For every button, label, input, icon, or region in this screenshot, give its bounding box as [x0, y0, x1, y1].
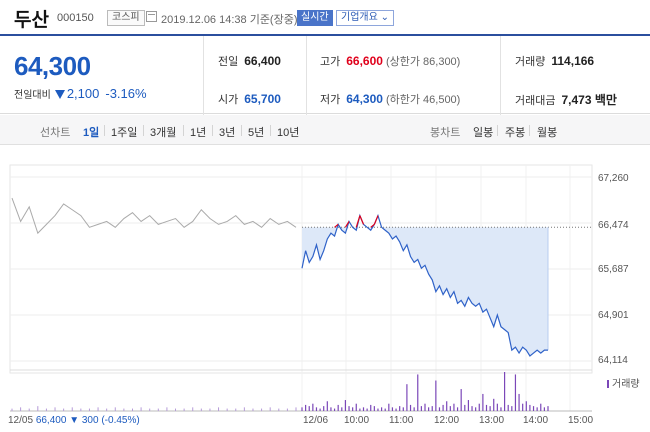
above-prev-close-segment	[370, 223, 375, 228]
divider	[270, 125, 271, 136]
volume-label: 거래량	[515, 56, 546, 68]
volume-legend: 거래량	[607, 375, 640, 390]
prev-day-close: 66,400	[35, 415, 67, 426]
period-1d-button[interactable]: 1일	[83, 127, 100, 139]
above-prev-close-segment	[359, 215, 365, 225]
calendar-icon	[146, 11, 157, 22]
divider	[306, 36, 307, 115]
below-prev-close-area	[302, 227, 548, 356]
current-price: 64,300	[14, 51, 91, 81]
lower-limit: (하한가 46,500)	[385, 94, 461, 106]
price-summary: 64,300 전일대비 2,100 -3.16% 전일 66,400 시가 65,700…	[0, 34, 650, 115]
period-3m-button[interactable]: 3개월	[150, 127, 177, 139]
realtime-badge[interactable]: 실시간	[297, 10, 333, 26]
y-tick-label: 66,474	[598, 220, 629, 231]
prev-close-value: 66,400	[244, 54, 281, 68]
price-chart-svg	[9, 164, 593, 412]
company-info-dropdown[interactable]: 기업개요 ⌄	[336, 10, 394, 26]
above-prev-close-segment	[373, 215, 379, 225]
change-label: 전일대비	[14, 90, 51, 101]
change-amount: 2,100	[66, 86, 100, 101]
low-value: 64,300	[346, 92, 383, 106]
divider	[497, 125, 498, 136]
candle-weekly-button[interactable]: 주봉	[505, 127, 526, 139]
quote-datetime: 2019.12.06 14:38 기준(장중)	[161, 14, 298, 26]
x-tick-label: 10:00	[344, 415, 370, 426]
y-tick-label: 64,901	[598, 310, 629, 321]
divider	[500, 36, 501, 115]
period-1y-button[interactable]: 1년	[190, 127, 207, 139]
prev-day-series-line	[11, 197, 297, 235]
volume: 거래량 114,166	[515, 53, 594, 69]
high-label: 고가	[320, 56, 341, 68]
x-tick-label: 14:00	[523, 415, 549, 426]
prev-day-change: ▼ 300	[69, 415, 99, 426]
chart-toolbar: 선차트 1일 1주일 3개월 1년 3년 5년 10년 봉차트 일봉 주봉 월봉	[0, 115, 650, 145]
divider	[203, 36, 204, 115]
prev-day-date: 12/05	[8, 415, 34, 426]
line-chart-label: 선차트	[40, 127, 71, 139]
divider	[212, 125, 213, 136]
market-badge: 코스피	[107, 10, 145, 26]
period-5y-button[interactable]: 5년	[248, 127, 265, 139]
period-3y-button[interactable]: 3년	[219, 127, 236, 139]
prev-close: 전일 66,400	[218, 53, 281, 69]
trade-value-amount: 7,473	[561, 93, 592, 107]
period-10y-button[interactable]: 10년	[277, 127, 300, 139]
candle-daily-button[interactable]: 일봉	[473, 127, 494, 139]
x-tick-label: 15:00	[568, 415, 594, 426]
trade-value: 거래대금 7,473 백만	[515, 91, 617, 108]
candle-monthly-button[interactable]: 월봉	[537, 127, 558, 139]
open-price: 시가 65,700	[218, 91, 281, 107]
price-chart[interactable]: 67,260 66,474 65,687 64,901 64,114 거래량 1…	[0, 146, 650, 432]
prev-day-pct: (-0.45%)	[101, 415, 140, 426]
high-value: 66,600	[346, 54, 383, 68]
candle-chart-label: 봉차트	[430, 127, 461, 139]
down-triangle-icon	[54, 90, 65, 99]
divider	[183, 125, 184, 136]
x-tick-label: 12:00	[434, 415, 460, 426]
y-tick-label: 67,260	[598, 173, 629, 184]
low-label: 저가	[320, 94, 341, 106]
period-1w-button[interactable]: 1주일	[111, 127, 138, 139]
trade-value-unit: 백만	[594, 93, 617, 107]
divider	[104, 125, 105, 136]
divider	[143, 125, 144, 136]
trade-value-label: 거래대금	[515, 95, 556, 107]
prev-day-summary: 12/05 66,400 ▼ 300 (-0.45%)	[8, 415, 140, 426]
prev-close-label: 전일	[218, 56, 239, 68]
above-prev-close-segment	[355, 215, 361, 228]
above-prev-close-segment	[344, 221, 350, 228]
stock-header: 두산 000150 코스피 2019.12.06 14:38 기준(장중) 실시…	[0, 0, 650, 34]
chevron-down-icon: ⌄	[380, 12, 389, 23]
open-value: 65,700	[244, 92, 281, 106]
high-price: 고가 66,600 (상한가 86,300)	[320, 53, 460, 69]
low-price: 저가 64,300 (하한가 46,500)	[320, 91, 460, 107]
stock-code: 000150	[57, 12, 94, 24]
above-prev-close-segment	[334, 223, 339, 228]
upper-limit: (상한가 86,300)	[385, 56, 461, 68]
today-series-line	[301, 213, 548, 357]
price-change: 전일대비 2,100 -3.16%	[14, 86, 147, 101]
y-tick-label: 64,114	[598, 355, 628, 366]
x-tick-label: 12/06	[303, 415, 329, 426]
divider	[529, 125, 530, 136]
x-tick-label: 13:00	[479, 415, 505, 426]
change-percent: -3.16%	[105, 86, 147, 101]
stock-name: 두산	[14, 10, 49, 31]
y-tick-label: 65,687	[598, 264, 629, 275]
x-tick-label: 11:00	[389, 415, 414, 426]
open-label: 시가	[218, 94, 239, 106]
volume-value: 114,166	[551, 54, 595, 68]
divider	[241, 125, 242, 136]
company-info-label: 기업개요	[341, 12, 378, 23]
